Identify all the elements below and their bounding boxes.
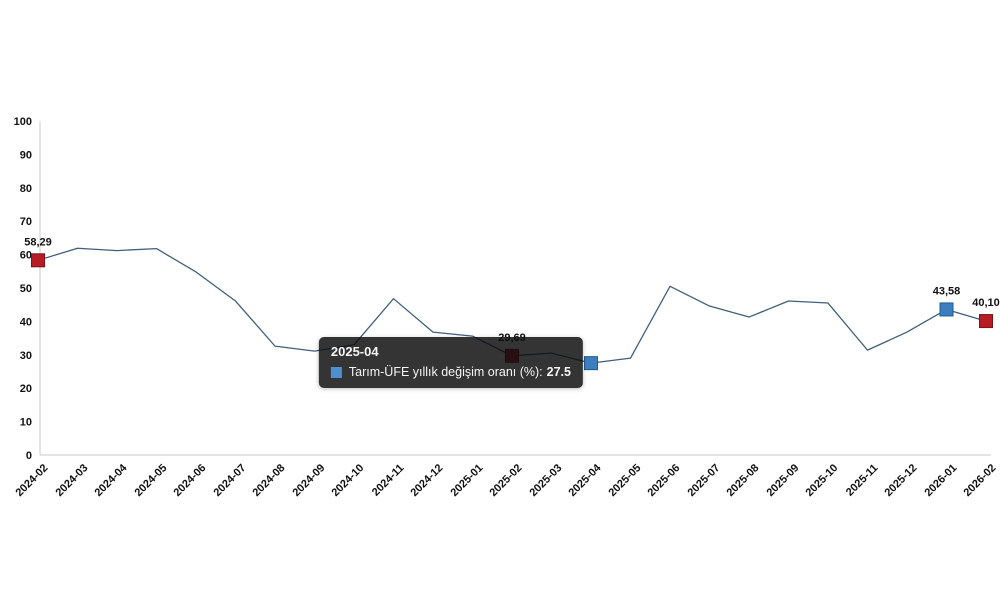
y-axis-label: 90 <box>20 149 32 161</box>
tooltip-value: 27.5 <box>546 365 571 380</box>
data-point-marker <box>584 356 598 371</box>
y-axis-label: 100 <box>14 116 32 128</box>
data-point-marker <box>979 314 993 329</box>
data-point-marker <box>31 253 45 268</box>
y-axis-label: 10 <box>20 417 32 429</box>
tooltip-series-row: Tarım-ÜFE yıllık değişim oranı (%): 27.5 <box>330 365 571 380</box>
y-axis-label: 60 <box>20 250 32 262</box>
y-axis-label: 70 <box>20 216 32 228</box>
tooltip-title: 2025-04 <box>330 344 379 360</box>
data-point-marker <box>939 302 954 317</box>
series-swatch-icon <box>330 366 342 378</box>
point-value-label: 43,58 <box>933 285 961 297</box>
y-axis-label: 0 <box>26 450 32 462</box>
point-value-label: 58,29 <box>24 236 52 248</box>
point-value-label: 40,10 <box>972 297 1000 309</box>
y-axis-label: 40 <box>20 316 32 328</box>
tooltip: 2025-04 Tarım-ÜFE yıllık değişim oranı (… <box>318 337 583 389</box>
y-axis-label: 50 <box>20 283 32 295</box>
tooltip-series-label: Tarım-ÜFE yıllık değişim oranı (%): <box>348 365 543 380</box>
y-axis-label: 30 <box>20 350 32 362</box>
y-axis-label: 80 <box>20 183 32 195</box>
y-axis-label: 20 <box>20 383 32 395</box>
